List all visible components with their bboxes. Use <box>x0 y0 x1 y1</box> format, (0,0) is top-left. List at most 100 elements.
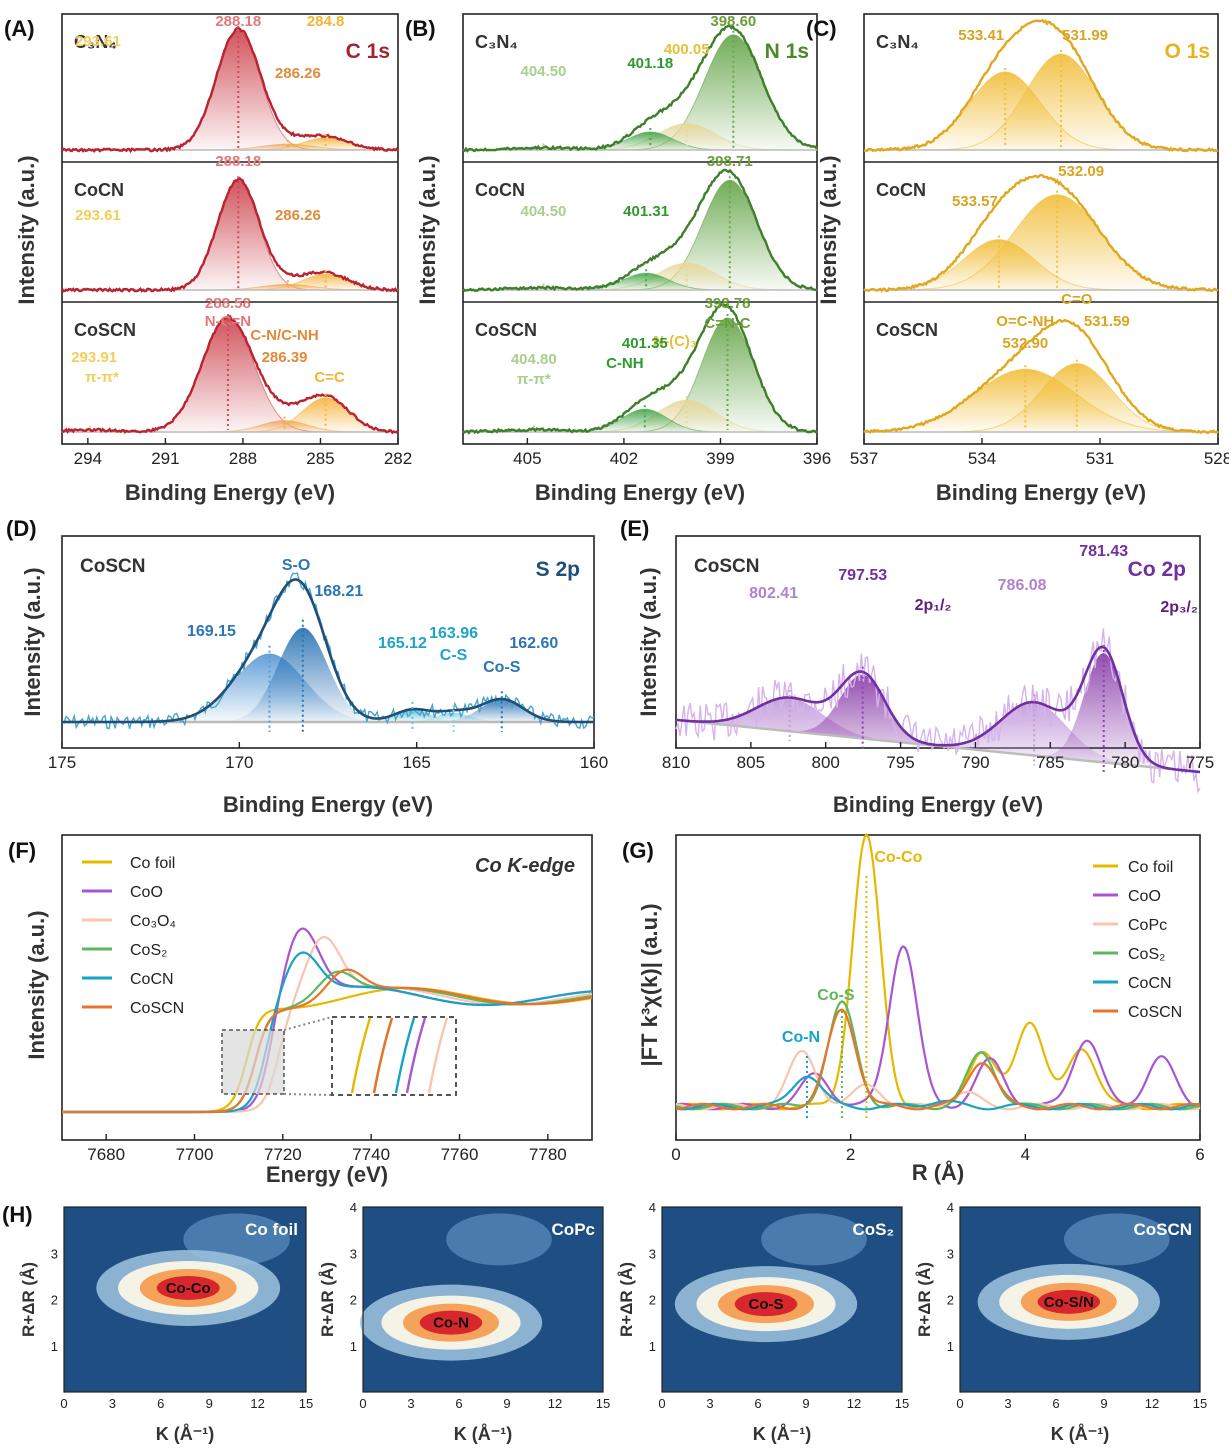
panel-a-envelope <box>61 26 399 154</box>
panel-f-x-tick-label: 7700 <box>176 1145 214 1164</box>
panel-c-x-axis-title: Binding Energy (eV) <box>936 480 1146 505</box>
panel-c-x-tick-label: 537 <box>850 449 878 468</box>
panel-h-map-frame <box>63 1206 307 1393</box>
panel-d-title: S 2p <box>536 558 580 581</box>
panel-b-sample-label: CoSCN <box>475 320 537 340</box>
panel-d-peak-label: 162.60 <box>509 635 558 652</box>
panel-e-peak-label: Sat. <box>781 659 810 676</box>
panel-a-peak-label: 284.8 <box>307 13 345 30</box>
panel-e-peak-label: 797.53 <box>838 567 887 584</box>
panel-a-sample-label: CoCN <box>74 180 124 200</box>
panel-h-y-tick-label: 4 <box>350 1200 357 1215</box>
panel-e-fit-peak <box>676 653 1200 772</box>
panel-f-inset-line <box>372 1017 394 1094</box>
panel-g-annotation-label: Co-Co <box>874 849 922 866</box>
panel-h-map-frame <box>959 1206 1201 1393</box>
panel-b-peak-label: C=N-C <box>704 315 750 332</box>
panel-a-panel-label: (A) <box>4 16 35 41</box>
panel-a-x-tick-label: 282 <box>384 449 412 468</box>
panel-f-x-tick-label: 7720 <box>264 1145 302 1164</box>
panel-f-legend-label: CoCN <box>130 971 174 988</box>
panel-h-sample-label: CoSCN <box>1133 1220 1192 1239</box>
panel-a-frame <box>61 13 399 445</box>
panel-a-sample-label: C₃N₄ <box>74 32 117 52</box>
panel-g-legend-label: CoO <box>1128 888 1161 905</box>
panel-d-y-axis-title: Intensity (a.u.) <box>20 567 45 716</box>
panel-g-x-tick-label: 2 <box>846 1145 855 1164</box>
panel-e-x-axis-title: Binding Energy (eV) <box>833 792 1043 817</box>
panel-a-peak-label: N-C=N <box>205 313 251 330</box>
panel-e-raw-data <box>675 628 1201 794</box>
panel-b-x-tick-label: 399 <box>706 449 734 468</box>
panel-e-peak-label: Sat. <box>1027 649 1056 666</box>
panel-d-peak-label: C-S <box>440 647 468 664</box>
panel-c-envelope <box>863 18 1219 153</box>
panel-a-x-axis-title: Binding Energy (eV) <box>125 480 335 505</box>
panel-b-frame <box>462 13 818 445</box>
panel-e-x-tick-label: 785 <box>1036 753 1064 772</box>
panel-b-x-axis-title: Binding Energy (eV) <box>535 480 745 505</box>
panel-d-sample-label: CoSCN <box>80 556 145 577</box>
panel-f-zoom-connector <box>283 1016 333 1031</box>
panel-a-x-tick-label: 294 <box>74 449 102 468</box>
panel-b-peak-label: 401.31 <box>623 203 669 220</box>
panel-c-x-tick-label: 528 <box>1204 449 1229 468</box>
panel-h-contour <box>761 1213 867 1266</box>
panel-h-contour <box>1037 1289 1101 1314</box>
panel-e-peak-label: 2p₃/₂ <box>1160 599 1198 616</box>
panel-g-series-line <box>675 1000 1201 1111</box>
panel-b-peak-label: 404.80 <box>511 351 557 368</box>
panel-a-peak-label: C-N/C-NH <box>250 327 318 344</box>
panel-f-x-tick-label: 7760 <box>441 1145 479 1164</box>
panel-c-x-tick-label: 531 <box>1086 449 1114 468</box>
panel-h-x-tick-label: 3 <box>407 1396 414 1411</box>
panel-a-title: C 1s <box>346 40 390 63</box>
panel-b-peak-label: 404.50 <box>521 203 567 220</box>
panel-b-peak-label: 400.05 <box>664 41 710 58</box>
panel-f-inset-line <box>427 1017 449 1094</box>
panel-h-y-tick-label: 2 <box>947 1293 954 1308</box>
panel-a-peak-label: 288.18 <box>215 13 261 30</box>
panel-h-x-tick-label: 15 <box>895 1396 909 1411</box>
panel-a-peak-label: 293.61 <box>75 207 121 224</box>
panel-h-x-tick-label: 9 <box>1100 1396 1107 1411</box>
panel-f-series-line <box>62 970 593 1114</box>
panel-f-x-tick-label: 7680 <box>87 1145 125 1164</box>
panel-h-sample-label: Co foil <box>245 1220 298 1239</box>
panel-h-x-tick-label: 0 <box>359 1396 366 1411</box>
panel-e-x-tick-label: 780 <box>1111 753 1139 772</box>
panel-e-x-tick-label: 810 <box>662 753 690 772</box>
panel-c-peak-label: 532.09 <box>1058 163 1104 180</box>
panel-h-y-tick-label: 1 <box>350 1339 357 1354</box>
panel-h-y-tick-label: 4 <box>947 1200 954 1215</box>
panel-h-peak-label: Co-Co <box>166 1280 211 1297</box>
panel-h-x-axis-title: K (Å⁻¹) <box>454 1424 512 1444</box>
panel-h-x-tick-label: 6 <box>1052 1396 1059 1411</box>
panel-h-x-tick-label: 12 <box>847 1396 861 1411</box>
panel-g-series-line <box>675 1075 1201 1111</box>
panel-c-sample-label: CoSCN <box>876 320 938 340</box>
panel-b-panel-label: (B) <box>405 16 436 41</box>
panel-f-legend-label: CoS₂ <box>130 942 167 959</box>
panel-e-panel-label: (E) <box>620 516 649 541</box>
panel-h-y-tick-label: 1 <box>51 1339 58 1354</box>
panel-e-x-tick-label: 795 <box>886 753 914 772</box>
panel-c-fit-peak <box>864 53 1218 151</box>
panel-b-peak-label: C-NH <box>606 355 644 372</box>
panel-c-panel-label: (C) <box>806 16 837 41</box>
panel-h-contour <box>156 1275 220 1300</box>
panel-g-legend-label: CoPc <box>1128 917 1167 934</box>
panel-h-y-tick-label: 2 <box>350 1293 357 1308</box>
panel-h-y-axis-title: R+ΔR (Å) <box>19 1262 38 1337</box>
panel-b-sample-label: CoCN <box>475 180 525 200</box>
panel-h-x-tick-label: 6 <box>754 1396 761 1411</box>
panel-h-x-tick-label: 15 <box>1193 1396 1207 1411</box>
panel-g-series-line <box>675 1008 1201 1111</box>
panel-b-envelope <box>463 24 818 153</box>
panel-a-peak-label: 286.26 <box>275 207 321 224</box>
panel-b-peak-label: 398.71 <box>707 153 753 170</box>
panel-e-x-tick-label: 790 <box>961 753 989 772</box>
panel-b-peak-label: π-π* <box>517 371 551 388</box>
panel-f-x-tick-label: 7740 <box>352 1145 390 1164</box>
